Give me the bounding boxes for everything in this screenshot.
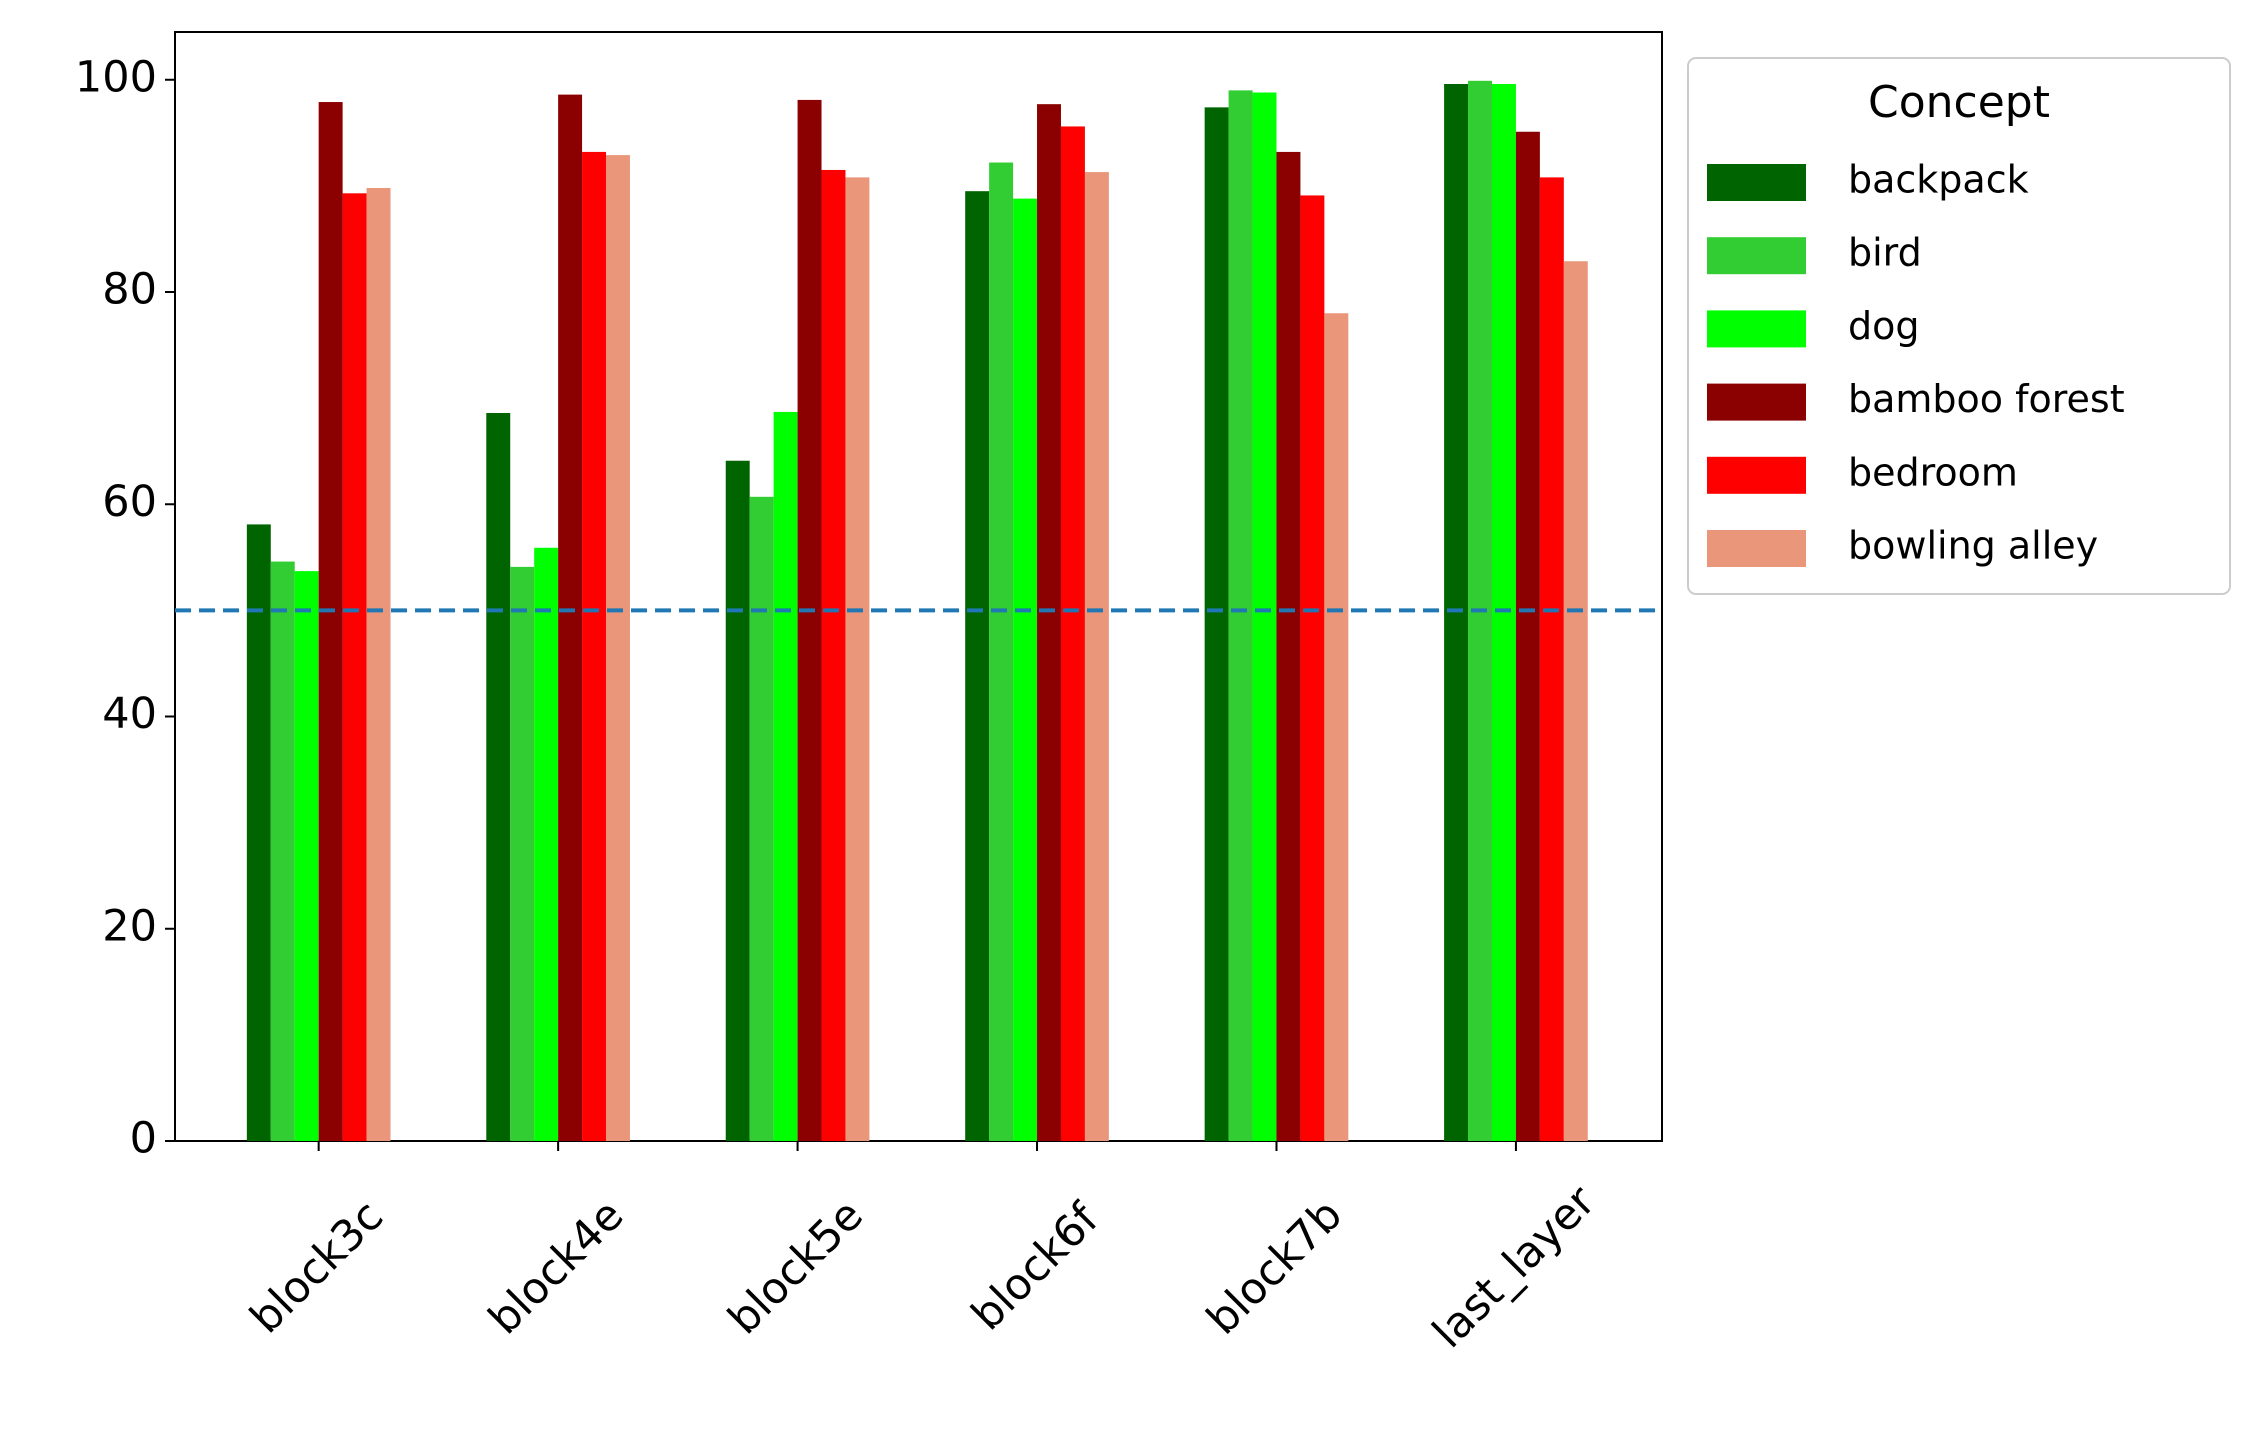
- legend-swatch: [1707, 530, 1806, 567]
- bar: [1204, 107, 1229, 1141]
- bar: [342, 193, 367, 1142]
- bar: [558, 94, 583, 1141]
- bar: [366, 188, 391, 1141]
- x-tick-label: block6f: [962, 1194, 1109, 1341]
- bar: [773, 411, 798, 1141]
- bar: [1563, 261, 1588, 1141]
- bar: [1060, 126, 1085, 1142]
- x-tick-label: block3c: [241, 1191, 393, 1343]
- x-tick-label: last_layer: [1423, 1176, 1605, 1358]
- bar: [1228, 90, 1253, 1142]
- bar: [582, 151, 607, 1141]
- y-tick-label: 80: [102, 265, 157, 315]
- legend-swatch: [1707, 237, 1806, 275]
- x-tick-label: block7b: [1197, 1190, 1352, 1345]
- plot-frame: [174, 31, 1663, 1142]
- legend-title: Concept: [1868, 77, 2050, 128]
- bar: [749, 496, 774, 1141]
- y-tick-label: 60: [102, 477, 157, 527]
- legend-swatch: [1707, 383, 1806, 421]
- bar: [486, 412, 511, 1142]
- bar: [534, 547, 559, 1141]
- y-tick-label: 40: [102, 689, 157, 739]
- legend-label: backpack: [1848, 158, 2029, 202]
- legend-label: bamboo forest: [1848, 377, 2125, 421]
- bar: [797, 99, 822, 1141]
- bar: [1444, 84, 1469, 1141]
- legend-swatch: [1707, 310, 1806, 348]
- legend-box: [1687, 57, 2231, 595]
- legend-swatch: [1707, 164, 1806, 201]
- bar: [965, 191, 990, 1142]
- bar: [1539, 177, 1564, 1141]
- y-tick-label: 100: [75, 52, 157, 102]
- bar: [821, 169, 846, 1141]
- bar: [1276, 151, 1301, 1141]
- bar: [1252, 92, 1277, 1141]
- legend-label: bird: [1848, 231, 1922, 275]
- bar: [1515, 131, 1540, 1141]
- bar: [1300, 195, 1325, 1141]
- y-tick-label: 0: [130, 1114, 157, 1164]
- bar: [725, 460, 750, 1142]
- legend-swatch: [1707, 456, 1806, 494]
- bar: [606, 155, 630, 1141]
- legend-label: bedroom: [1848, 450, 2018, 494]
- bar: [1084, 172, 1109, 1141]
- bar: [294, 571, 319, 1141]
- bar: [1037, 104, 1061, 1142]
- bar: [270, 561, 295, 1141]
- legend-label: dog: [1848, 304, 1920, 348]
- bar: [318, 102, 343, 1141]
- bar: [1013, 198, 1038, 1142]
- bar: [1491, 84, 1516, 1141]
- y-tick-label: 20: [102, 901, 157, 951]
- bar: [989, 162, 1014, 1141]
- x-tick-label: block4e: [479, 1190, 633, 1344]
- bar: [1324, 313, 1349, 1141]
- legend-label: bowling alley: [1848, 524, 2098, 568]
- bar: [845, 177, 870, 1141]
- bar: [246, 524, 271, 1141]
- bar: [510, 566, 535, 1141]
- x-tick-label: block5e: [719, 1190, 873, 1344]
